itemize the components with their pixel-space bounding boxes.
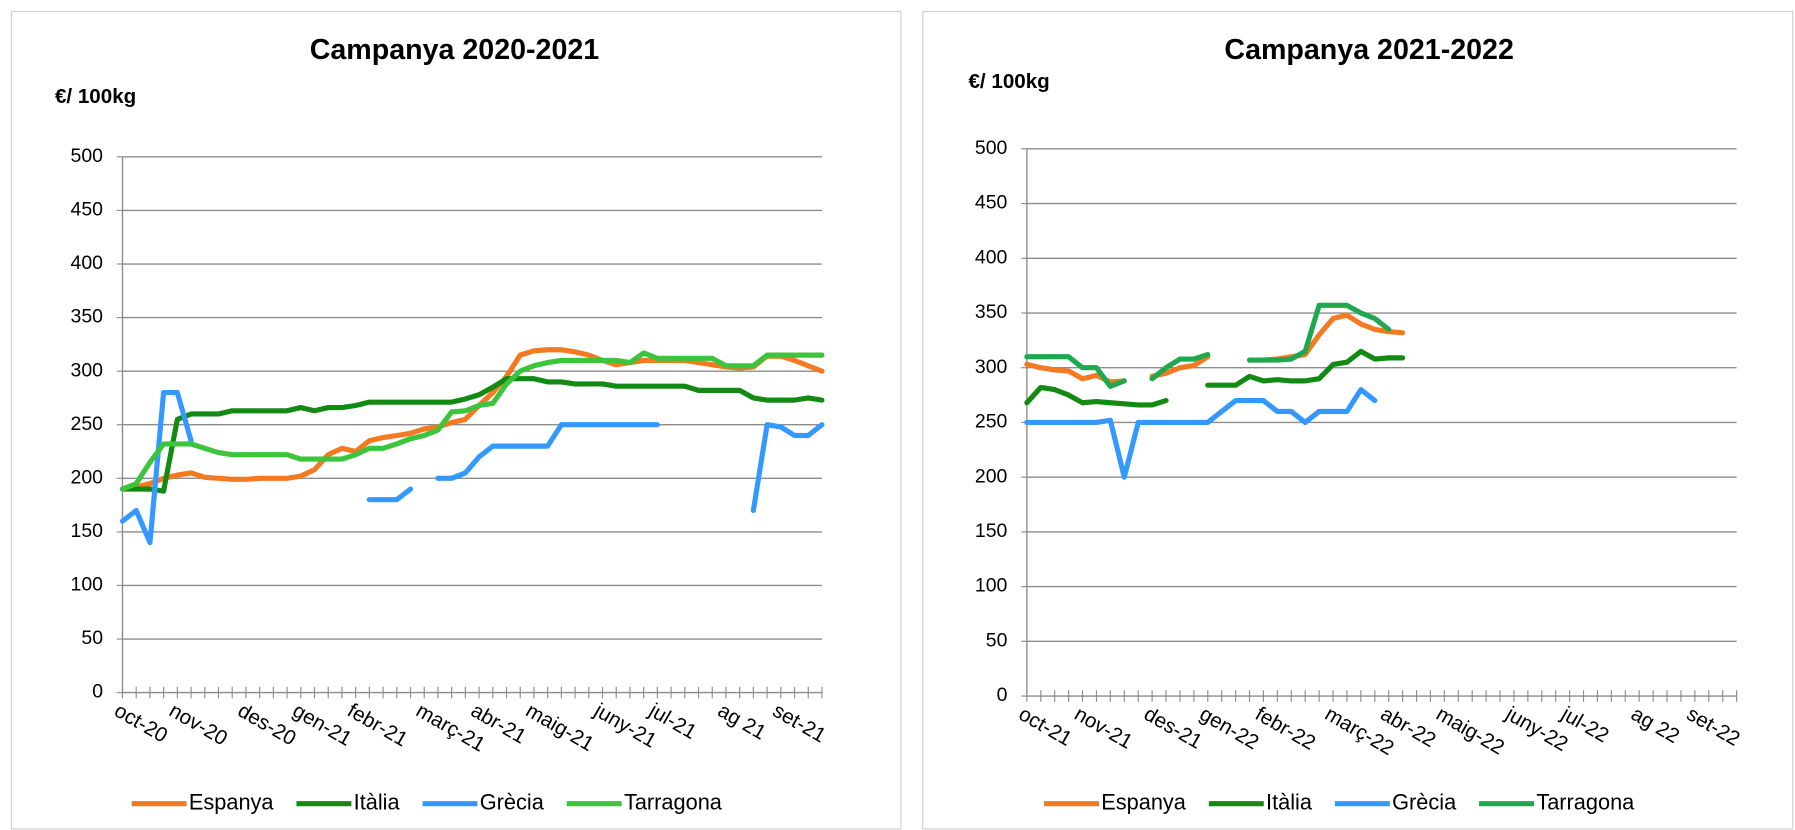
legend-label: Espanya (189, 789, 275, 814)
y-tick-label: 400 (71, 252, 104, 274)
legend-label: Grècia (1392, 789, 1457, 814)
y-tick-label: 150 (71, 520, 104, 542)
y-tick-label: 350 (975, 301, 1008, 323)
y-tick-label: 300 (975, 356, 1008, 378)
y-axis-label: €/ 100kg (55, 85, 136, 108)
y-tick-label: 0 (997, 684, 1008, 706)
y-tick-label: 450 (71, 199, 104, 221)
y-tick-label: 500 (71, 145, 104, 167)
y-tick-label: 300 (71, 359, 104, 381)
series-line (119, 376, 825, 494)
y-tick-label: 100 (71, 574, 104, 596)
series-line (119, 389, 825, 546)
y-tick-label: 450 (975, 192, 1008, 214)
y-tick-label: 400 (975, 246, 1008, 268)
series-line (119, 347, 825, 492)
series-line (1024, 302, 1392, 389)
y-axis-label: €/ 100kg (968, 70, 1049, 93)
legend-label: Grècia (480, 789, 545, 814)
y-tick-label: 500 (975, 137, 1008, 159)
series-line (1024, 348, 1406, 408)
legend-label: Espanya (1101, 789, 1187, 814)
y-tick-label: 50 (81, 627, 103, 649)
y-tick-label: 250 (71, 413, 104, 435)
legend-label: Itàlia (354, 789, 401, 814)
y-tick-label: 250 (975, 411, 1008, 433)
y-tick-label: 200 (71, 466, 104, 488)
chart-title: Campanya 2021-2022 (1224, 34, 1513, 66)
y-tick-label: 350 (71, 306, 104, 328)
legend-label: Itàlia (1266, 789, 1313, 814)
chart-title: Campanya 2020-2021 (310, 34, 600, 66)
legend-label: Tarragona (624, 789, 723, 814)
y-tick-label: 150 (975, 520, 1008, 542)
series-line (1024, 387, 1378, 480)
series-line (119, 350, 825, 492)
legend-label: Tarragona (1536, 789, 1635, 814)
y-tick-label: 0 (92, 681, 103, 703)
y-tick-label: 100 (975, 575, 1008, 597)
y-tick-label: 200 (975, 465, 1008, 487)
y-tick-label: 50 (986, 629, 1008, 651)
